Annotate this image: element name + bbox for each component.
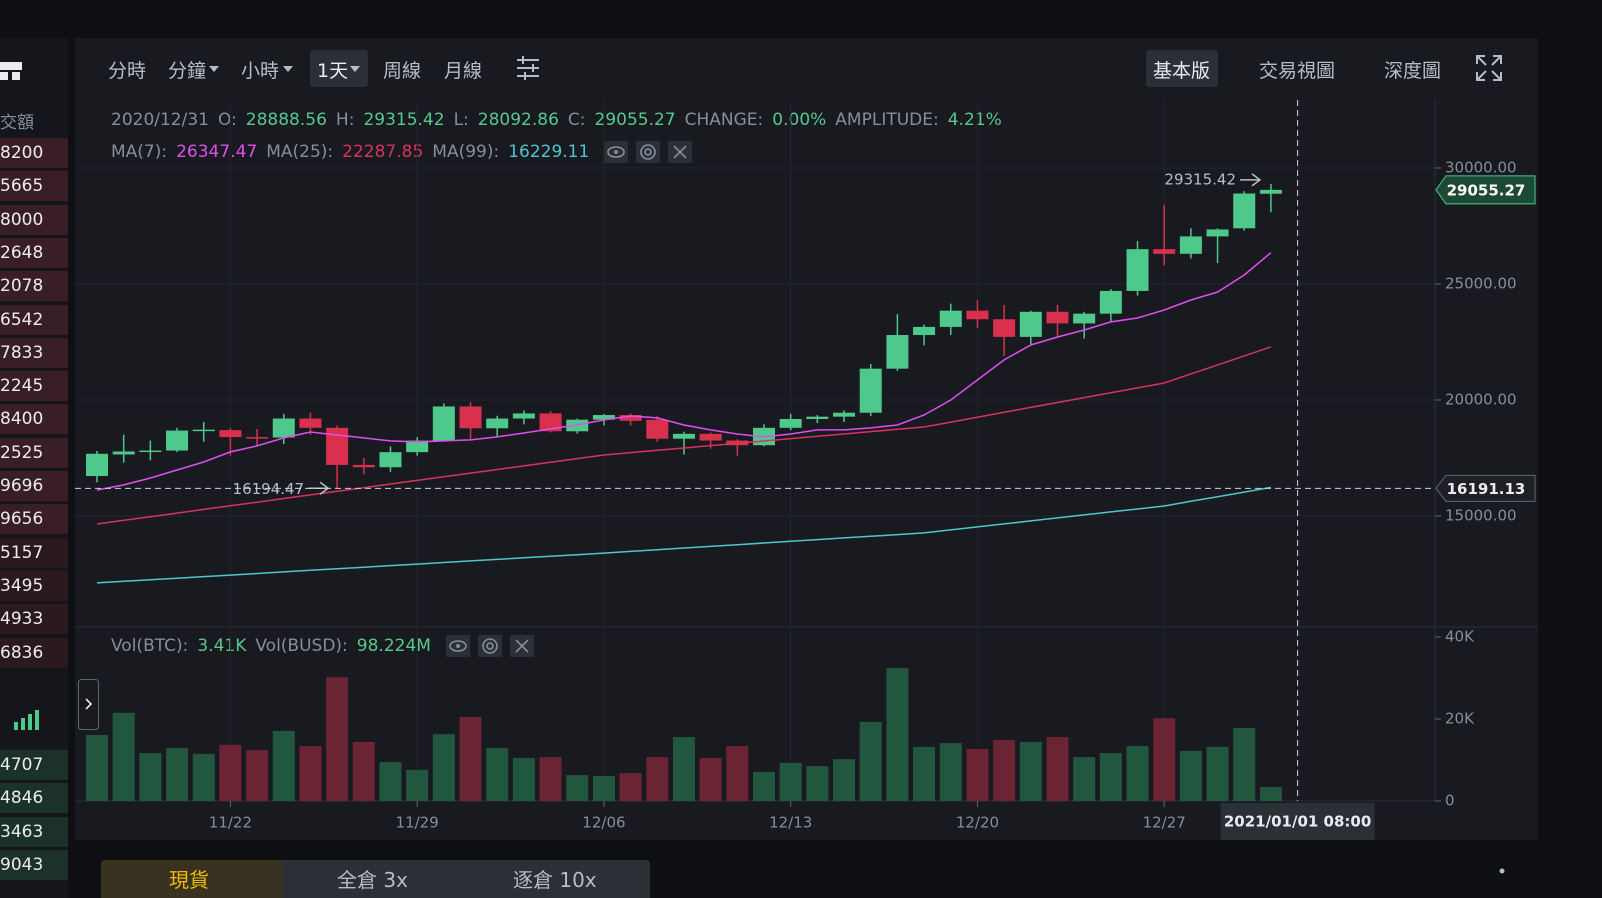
label: O:: [217, 110, 237, 130]
label: H:: [335, 110, 355, 130]
order-row: 9043: [0, 849, 68, 880]
value: 28888.56: [245, 110, 327, 130]
order-row: 2245: [0, 371, 68, 402]
order-book-header: 交額: [0, 113, 34, 133]
interval[interactable]: 小時: [241, 60, 280, 82]
order-row: 2078: [0, 271, 68, 302]
view[interactable]: 深度圖: [1384, 60, 1442, 82]
tab[interactable]: 全倉 3x: [337, 868, 408, 892]
interval[interactable]: 月線: [444, 60, 483, 82]
order-row: 4707: [0, 750, 68, 780]
label: C:: [567, 110, 586, 130]
order-row: 5157: [0, 537, 68, 568]
order-row: 4933: [0, 604, 68, 635]
label: AMPLITUDE:: [835, 110, 939, 130]
legend-label: MA(7):: [111, 142, 168, 162]
view[interactable]: 交易視圖: [1259, 60, 1336, 82]
order-row: 5665: [0, 171, 68, 202]
label: CHANGE:: [684, 110, 764, 130]
order-row: 8400: [0, 404, 68, 435]
legend-label: MA(25):: [266, 142, 334, 162]
value: 29315.42: [363, 110, 445, 130]
label: L:: [453, 110, 469, 130]
order-row: 9696: [0, 471, 68, 501]
label: Vol(BTC):: [111, 636, 189, 656]
order-row: 9656: [0, 504, 68, 535]
order-row: 2525: [0, 437, 68, 468]
value: 4.21%: [947, 110, 1002, 130]
order-row: 3463: [0, 816, 68, 847]
legend-value: 26347.47: [176, 142, 258, 162]
legend-value: 16229.11: [508, 142, 590, 162]
order-row: 8000: [0, 204, 68, 235]
expand-button[interactable]: [78, 679, 100, 731]
tab[interactable]: 現貨: [169, 868, 209, 892]
interval[interactable]: 1天: [317, 60, 349, 82]
volume-legend: Vol(BTC): 3.41K Vol(BUSD): 98.224M: [111, 634, 546, 658]
order-row: 8200: [0, 138, 68, 168]
value: 28092.86: [477, 110, 559, 130]
value: 98.224M: [356, 636, 431, 656]
order-row: 2648: [0, 237, 68, 268]
signal-icon: [14, 710, 39, 730]
order-row: 6542: [0, 304, 68, 335]
view[interactable]: 基本版: [1153, 60, 1211, 82]
tab-selected[interactable]: [101, 860, 283, 898]
layout-icon[interactable]: [0, 56, 30, 86]
order-book: 交額 8200 5665 8000 2648 2078 6542 7833 2245 8400 2…: [0, 38, 68, 898]
toolbar-icons: [209, 55, 1502, 81]
ohlc-info: 2020/12/31 O: 28888.56 H: 29315.42 L: 28092…: [111, 110, 1002, 130]
label: Vol(BUSD):: [255, 636, 348, 656]
view-selected-bg: [1146, 50, 1218, 87]
legend-value: 22287.85: [342, 142, 424, 162]
value: 29055.27: [594, 110, 676, 130]
interval[interactable]: 周線: [383, 60, 422, 82]
date: 2020/12/31: [111, 110, 209, 130]
interval[interactable]: 分鐘: [168, 60, 207, 82]
legend-label: MA(99):: [432, 142, 500, 162]
legend-icons[interactable]: [604, 140, 704, 164]
interval[interactable]: 分時: [108, 60, 147, 82]
order-row: 3495: [0, 570, 68, 601]
more-icon[interactable]: [1497, 866, 1507, 896]
bottom-tabs: 現貨 全倉 3x 逐倉 10x: [101, 860, 650, 898]
interval-selected-bg: [310, 50, 368, 87]
ma-legend: MA(7): 26347.47 MA(25): 22287.85 MA(99): 16…: [111, 140, 704, 164]
order-row: 6836: [0, 637, 68, 668]
value: 3.41K: [197, 636, 247, 656]
order-row: 7833: [0, 337, 68, 368]
order-row: 4846: [0, 783, 68, 814]
tab[interactable]: 逐倉 10x: [513, 868, 597, 892]
legend-icons[interactable]: [445, 634, 546, 658]
value: 0.00%: [772, 110, 827, 130]
